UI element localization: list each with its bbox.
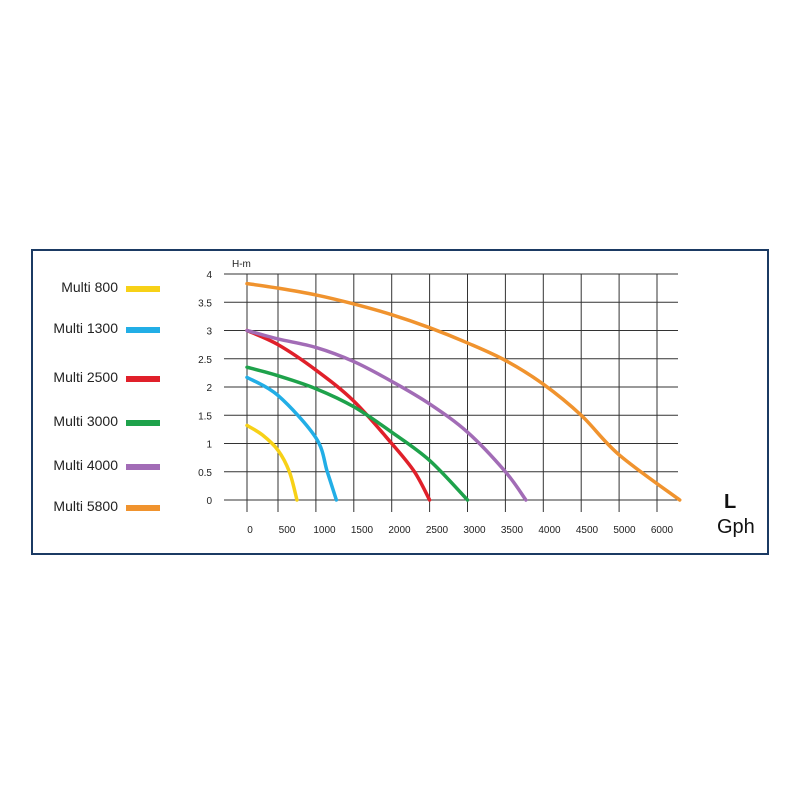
y-tick-label: 0 — [206, 496, 212, 507]
y-tick-label: 2.5 — [198, 355, 212, 366]
x-tick-label: 4500 — [576, 525, 599, 536]
y-tick-label: 2 — [206, 383, 212, 394]
x-tick-label: 500 — [279, 525, 296, 536]
legend-label: Multi 2500 — [53, 369, 118, 385]
x-tick-label: 1500 — [351, 525, 374, 536]
x-tick-label: 1000 — [313, 525, 336, 536]
x-tick-label: 5000 — [613, 525, 636, 536]
legend-swatch — [126, 376, 160, 382]
legend-swatch — [126, 286, 160, 292]
legend-label: Multi 4000 — [53, 457, 118, 473]
series-line-multi-5800 — [245, 281, 682, 502]
x-tick-label: 2500 — [426, 525, 449, 536]
x-tick-label: 3500 — [501, 525, 524, 536]
legend-label: Multi 800 — [61, 279, 118, 295]
x-axis-label-gph: Gph — [717, 516, 755, 538]
y-tick-label: 3.5 — [198, 298, 212, 309]
legend-swatch — [126, 464, 160, 470]
y-tick-label: 1 — [206, 440, 212, 451]
y-tick-label: 3 — [206, 327, 212, 338]
x-tick-label: 3000 — [463, 525, 486, 536]
x-tick-label: 0 — [247, 525, 253, 536]
chart-frame — [31, 249, 769, 555]
legend-swatch — [126, 420, 160, 426]
legend-label: Multi 5800 — [53, 498, 118, 514]
x-tick-label: 2000 — [388, 525, 411, 536]
x-axis-label-l: L — [724, 491, 736, 513]
series-line-multi-3000 — [245, 365, 470, 502]
legend-swatch — [126, 505, 160, 511]
y-tick-label: 4 — [206, 270, 212, 281]
x-tick-label: 6000 — [651, 525, 674, 536]
legend-swatch — [126, 327, 160, 333]
series-line-multi-800 — [245, 423, 299, 502]
series-line-multi-1300 — [245, 375, 339, 502]
x-tick-label: 4000 — [538, 525, 561, 536]
series-line-multi-2500 — [245, 328, 432, 502]
y-tick-label: 0.5 — [198, 468, 212, 479]
legend-label: Multi 3000 — [53, 413, 118, 429]
y-axis-label: H-m — [232, 259, 251, 270]
legend-label: Multi 1300 — [53, 320, 118, 336]
series-line-multi-4000 — [245, 328, 528, 502]
y-tick-label: 1.5 — [198, 411, 212, 422]
